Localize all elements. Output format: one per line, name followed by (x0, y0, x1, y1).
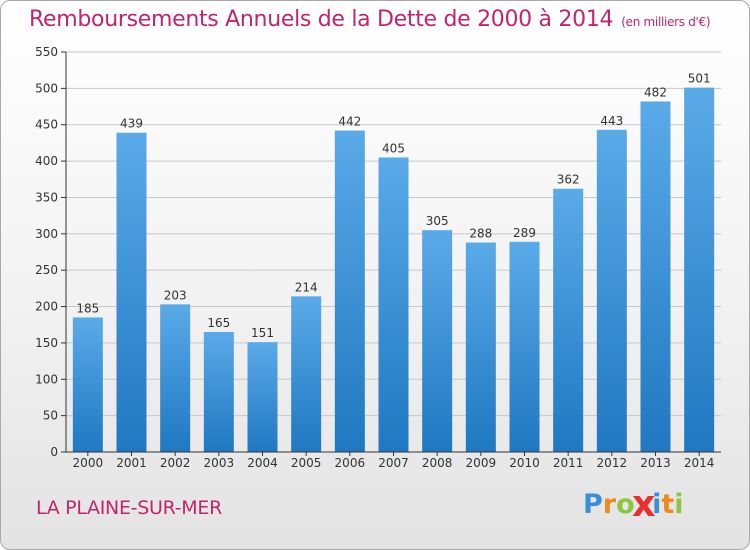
data-label-2010: 289 (513, 226, 536, 240)
data-label-2003: 165 (207, 316, 230, 330)
chart-title-text: Remboursements Annuels de la Dette de 20… (29, 7, 614, 32)
data-label-2005: 214 (295, 280, 318, 294)
bar-2014[interactable] (684, 87, 715, 453)
bar-2013[interactable] (640, 101, 671, 453)
y-tick-label: 500 (35, 81, 58, 95)
location-label: LA PLAINE-SUR-MER (36, 497, 222, 519)
bar-2004[interactable] (247, 342, 278, 452)
data-label-2000: 185 (76, 301, 99, 315)
logo-letter: o (616, 489, 635, 520)
x-tick-label-2009: 2009 (466, 456, 497, 470)
bar-2005[interactable] (291, 296, 322, 452)
bar-2011[interactable] (553, 188, 584, 452)
data-label-2012: 443 (600, 114, 623, 128)
x-tick-label-2005: 2005 (291, 456, 322, 470)
y-tick-label: 250 (35, 263, 58, 277)
x-tick-label-2007: 2007 (378, 456, 409, 470)
logo-letter: t (661, 489, 675, 520)
data-label-2014: 501 (688, 72, 711, 86)
bar-2008[interactable] (422, 230, 453, 452)
data-label-2006: 442 (338, 115, 361, 129)
logo-letter: P (583, 489, 603, 520)
y-tick-label: 50 (43, 409, 58, 423)
data-label-2011: 362 (557, 173, 580, 187)
logo-letter: i (652, 489, 662, 520)
y-tick-label: 450 (35, 118, 58, 132)
x-tick-label-2012: 2012 (597, 456, 628, 470)
x-tick-label-2011: 2011 (553, 456, 584, 470)
x-tick-label-2004: 2004 (247, 456, 278, 470)
data-label-2002: 203 (164, 288, 187, 302)
y-tick-label: 550 (35, 45, 58, 59)
data-label-2013: 482 (644, 85, 667, 99)
x-tick-label-2000: 2000 (73, 456, 104, 470)
bar-2002[interactable] (160, 304, 191, 452)
y-tick-label: 150 (35, 336, 58, 350)
y-tick-label: 350 (35, 190, 58, 204)
data-label-2007: 405 (382, 141, 405, 155)
data-label-2008: 305 (426, 214, 449, 228)
y-tick-label: 100 (35, 372, 58, 386)
y-tick-label: 300 (35, 227, 58, 241)
bar-2006[interactable] (334, 130, 365, 452)
axes (61, 51, 721, 456)
labels: 0 50 100 150 200 250 300 350 400 450 500 550 185 2000… (35, 45, 714, 470)
bar-2010[interactable] (509, 241, 540, 452)
bar-2007[interactable] (378, 157, 409, 453)
x-tick-label-2006: 2006 (335, 456, 366, 470)
bar-2001[interactable] (116, 132, 147, 452)
bar-2000[interactable] (72, 317, 103, 452)
x-tick-label-2002: 2002 (160, 456, 191, 470)
logo-letter: i (674, 489, 684, 520)
x-tick-label-2001: 2001 (116, 456, 147, 470)
y-tick-label: 400 (35, 154, 58, 168)
bar-2012[interactable] (596, 129, 627, 452)
x-tick-label-2003: 2003 (204, 456, 235, 470)
data-label-2009: 288 (469, 227, 492, 241)
x-tick-label-2010: 2010 (509, 456, 540, 470)
bar-2009[interactable] (465, 242, 496, 452)
bars (72, 87, 715, 453)
chart-subtitle: (en milliers d'€) (621, 15, 711, 29)
data-label-2004: 151 (251, 326, 274, 340)
logo-letter: x (631, 483, 656, 526)
chart-title: Remboursements Annuels de la Dette de 20… (29, 7, 711, 32)
bar-2003[interactable] (203, 332, 234, 452)
y-tick-label: 0 (50, 445, 58, 459)
y-tick-label: 200 (35, 300, 58, 314)
data-label-2001: 439 (120, 117, 143, 131)
x-tick-label-2008: 2008 (422, 456, 453, 470)
proxiti-logo[interactable]: Proxiti (583, 484, 684, 526)
logo-letter: r (602, 489, 617, 520)
x-tick-label-2013: 2013 (640, 456, 671, 470)
x-tick-label-2014: 2014 (684, 456, 715, 470)
